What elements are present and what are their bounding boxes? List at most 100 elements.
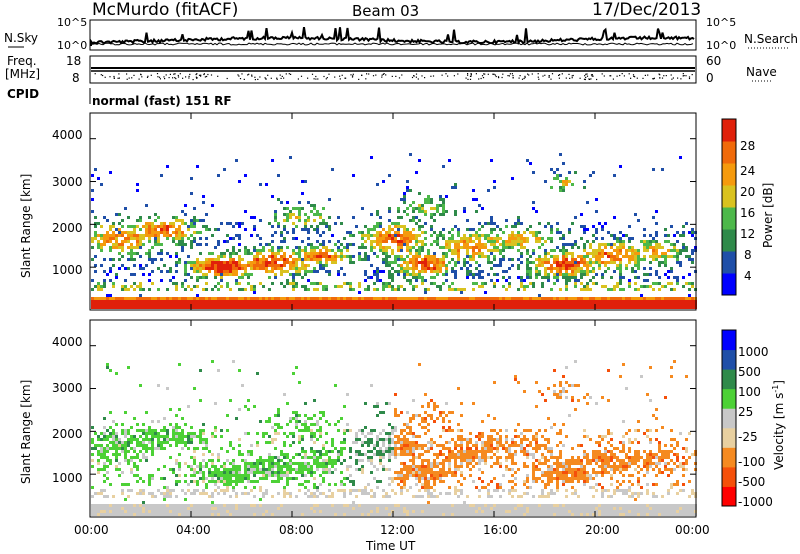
heatmap-cell xyxy=(148,474,151,477)
heatmap-cell xyxy=(172,297,175,300)
heatmap-cell xyxy=(463,306,466,309)
heatmap-cell xyxy=(235,492,238,495)
heatmap-cell xyxy=(316,438,319,441)
heatmap-cell xyxy=(307,258,310,261)
heatmap-cell xyxy=(430,228,433,231)
heatmap-cell xyxy=(232,486,235,489)
heatmap-cell xyxy=(481,270,484,273)
heatmap-cell xyxy=(418,261,421,264)
heatmap-cell xyxy=(235,252,238,255)
heatmap-cell xyxy=(385,255,388,258)
heatmap-cell xyxy=(355,306,358,309)
heatmap-cell xyxy=(451,249,454,252)
heatmap-cell xyxy=(418,234,421,237)
heatmap-cell xyxy=(304,300,307,303)
heatmap-cell xyxy=(322,480,325,483)
heatmap-cell xyxy=(295,414,298,417)
heatmap-cell xyxy=(406,297,409,300)
frequency-point xyxy=(590,78,592,80)
heatmap-cell xyxy=(220,507,223,510)
heatmap-cell xyxy=(154,258,157,261)
heatmap-cell xyxy=(385,306,388,309)
heatmap-cell xyxy=(133,237,136,240)
heatmap-cell xyxy=(403,228,406,231)
heatmap-cell xyxy=(154,510,157,513)
heatmap-cell xyxy=(631,297,634,300)
heatmap-cell xyxy=(292,267,295,270)
heatmap-cell xyxy=(199,276,202,279)
heatmap-cell xyxy=(466,252,469,255)
heatmap-cell xyxy=(112,453,115,456)
heatmap-cell xyxy=(583,186,586,189)
heatmap-cell xyxy=(328,300,331,303)
heatmap-cell xyxy=(520,255,523,258)
heatmap-cell xyxy=(385,246,388,249)
heatmap-cell xyxy=(343,297,346,300)
heatmap-cell xyxy=(349,513,352,516)
heatmap-cell xyxy=(376,279,379,282)
heatmap-cell xyxy=(139,435,142,438)
heatmap-cell xyxy=(184,234,187,237)
heatmap-cell xyxy=(331,513,334,516)
heatmap-cell xyxy=(277,510,280,513)
heatmap-cell xyxy=(316,258,319,261)
heatmap-cell xyxy=(463,207,466,210)
heatmap-cell xyxy=(637,297,640,300)
heatmap-cell xyxy=(271,504,274,507)
heatmap-cell xyxy=(340,507,343,510)
heatmap-cell xyxy=(211,297,214,300)
heatmap-cell xyxy=(397,207,400,210)
heatmap-cell xyxy=(397,435,400,438)
heatmap-cell xyxy=(667,297,670,300)
heatmap-cell xyxy=(508,300,511,303)
heatmap-cell xyxy=(445,264,448,267)
heatmap-cell xyxy=(154,504,157,507)
heatmap-cell xyxy=(532,300,535,303)
heatmap-cell xyxy=(307,252,310,255)
heatmap-cell xyxy=(235,222,238,225)
heatmap-cell xyxy=(139,216,142,219)
heatmap-cell xyxy=(529,273,532,276)
heatmap-cell xyxy=(574,285,577,288)
heatmap-cell xyxy=(193,264,196,267)
heatmap-cell xyxy=(193,237,196,240)
heatmap-cell xyxy=(664,303,667,306)
heatmap-cell xyxy=(109,246,112,249)
heatmap-cell xyxy=(286,219,289,222)
heatmap-cell xyxy=(283,444,286,447)
frequency-point xyxy=(691,74,693,76)
heatmap-cell xyxy=(394,426,397,429)
heatmap-cell xyxy=(229,480,232,483)
heatmap-cell xyxy=(271,441,274,444)
heatmap-cell xyxy=(322,240,325,243)
heatmap-cell xyxy=(448,261,451,264)
heatmap-cell xyxy=(376,231,379,234)
heatmap-cell xyxy=(511,300,514,303)
heatmap-cell xyxy=(295,273,298,276)
heatmap-cell xyxy=(166,225,169,228)
heatmap-cell xyxy=(220,222,223,225)
heatmap-cell xyxy=(442,258,445,261)
frequency-point xyxy=(682,75,684,77)
heatmap-cell xyxy=(304,474,307,477)
heatmap-cell xyxy=(619,303,622,306)
frequency-point xyxy=(592,75,594,77)
heatmap-cell xyxy=(328,249,331,252)
heatmap-cell xyxy=(406,237,409,240)
heatmap-cell xyxy=(526,276,529,279)
heatmap-cell xyxy=(364,279,367,282)
heatmap-cell xyxy=(280,267,283,270)
frequency-point xyxy=(492,73,494,75)
heatmap-cell xyxy=(577,297,580,300)
heatmap-cell xyxy=(205,465,208,468)
heatmap-cell xyxy=(181,210,184,213)
heatmap-cell xyxy=(685,222,688,225)
heatmap-cell xyxy=(463,210,466,213)
heatmap-cell xyxy=(559,297,562,300)
frequency-point xyxy=(248,73,250,75)
heatmap-cell xyxy=(547,237,550,240)
heatmap-cell xyxy=(295,510,298,513)
heatmap-cell xyxy=(358,459,361,462)
heatmap-cell xyxy=(412,207,415,210)
heatmap-cell xyxy=(691,252,694,255)
